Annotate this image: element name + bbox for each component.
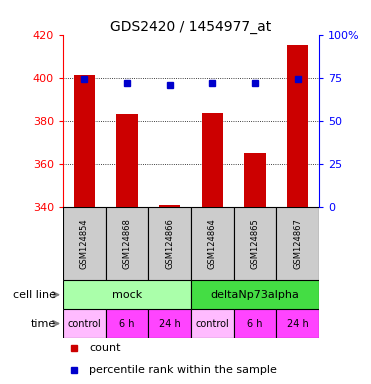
Bar [191,309,234,338]
Text: 24 h: 24 h [159,318,181,329]
Text: 6 h: 6 h [247,318,263,329]
Bar [116,114,138,207]
Bar [234,309,276,338]
Text: GSM124868: GSM124868 [122,218,132,269]
Text: GSM124865: GSM124865 [250,218,260,269]
Text: mock: mock [112,290,142,300]
Text: count: count [89,343,121,354]
Bar [159,205,180,207]
Bar [202,113,223,207]
Bar [106,309,148,338]
Text: 24 h: 24 h [287,318,309,329]
Text: control: control [196,318,229,329]
Bar [63,309,106,338]
Bar [148,309,191,338]
Bar [106,207,148,280]
Bar [63,207,106,280]
Text: percentile rank within the sample: percentile rank within the sample [89,364,277,375]
Text: GSM124867: GSM124867 [293,218,302,269]
Text: control: control [68,318,101,329]
Title: GDS2420 / 1454977_at: GDS2420 / 1454977_at [111,20,272,33]
Bar [74,74,95,207]
Bar [148,207,191,280]
Bar [234,207,276,280]
Text: 6 h: 6 h [119,318,135,329]
Text: GSM124866: GSM124866 [165,218,174,269]
Bar [287,45,308,207]
Text: deltaNp73alpha: deltaNp73alpha [211,290,299,300]
Bar [191,280,319,309]
Text: GSM124864: GSM124864 [208,218,217,269]
Text: GSM124854: GSM124854 [80,218,89,269]
Text: cell line: cell line [13,290,56,300]
Bar [244,153,266,207]
Text: time: time [30,318,56,329]
Bar [191,207,234,280]
Bar [276,309,319,338]
Bar [63,280,191,309]
Bar [276,207,319,280]
